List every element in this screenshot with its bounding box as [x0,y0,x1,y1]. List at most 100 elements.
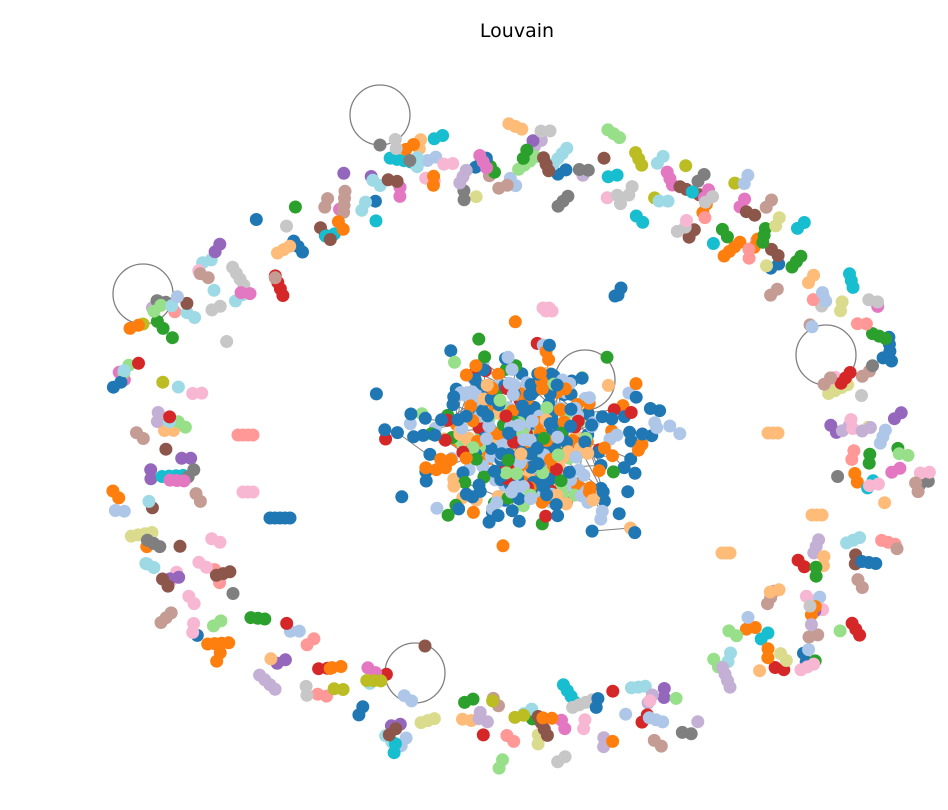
graph-node [318,200,332,214]
graph-node [673,427,687,441]
graph-node [226,260,240,274]
graph-node [180,296,194,310]
graph-node [769,219,783,233]
graph-node [610,428,624,442]
graph-node [108,504,122,517]
graph-node [636,215,650,229]
graph-node [862,293,876,307]
graph-node [271,246,284,260]
graph-node [540,728,554,742]
graph-node [456,466,470,480]
graph-node [514,447,528,461]
graph-node [643,694,657,708]
graph-node [438,433,452,447]
graph-node [447,479,461,493]
graph-node [809,560,823,574]
graph-node [606,449,619,463]
graph-node [815,508,829,522]
graph-node [451,413,465,427]
graph-node [771,426,785,440]
graph-node [403,154,417,167]
graph-node [505,504,519,518]
graph-node [706,237,720,250]
graph-node [331,215,345,229]
graph-node [585,524,599,538]
graph-node [499,409,513,423]
graph-node [806,293,820,307]
graph-node [507,734,521,748]
graph-node [418,639,432,653]
graph-node [802,643,816,657]
graph-node [834,376,848,390]
graph-node [525,414,539,428]
graph-node [446,157,460,170]
graph-node [407,138,420,151]
graph-node [859,317,873,331]
graph-node [491,367,505,381]
graph-node [482,419,496,433]
graph-node [280,219,293,233]
graph-node [730,629,743,643]
graph-node [524,492,538,506]
graph-node [545,304,559,318]
graph-node [753,664,767,678]
graph-node [150,314,164,328]
graph-node [724,646,737,660]
graph-node [481,409,495,423]
graph-node [387,746,401,760]
graph-node [459,487,473,501]
graph-node [577,722,591,736]
graph-node [581,446,595,460]
graph-node [621,485,635,499]
graph-node [476,728,490,742]
graph-node [760,259,773,273]
graph-node [807,546,821,560]
graph-node [855,389,868,402]
graph-node [222,636,236,650]
graph-node [106,380,120,394]
graph-node [600,350,614,364]
graph-node [106,484,120,498]
graph-node [650,156,664,170]
graph-node [427,169,441,183]
graph-node [466,505,480,519]
graph-node [516,399,529,413]
graph-node [368,194,382,208]
graph-node [771,249,785,262]
graph-node [226,587,240,600]
graph-node [246,428,260,442]
graph-node [165,331,179,345]
graph-node [625,180,639,194]
graph-node [311,687,325,701]
graph-node [352,708,366,722]
graph-node [423,447,437,461]
graph-node [510,467,523,481]
graph-node [542,338,556,352]
graph-node [654,739,668,753]
graph-node [484,442,498,455]
graph-node [418,411,432,425]
graph-node [741,168,755,182]
graph-node [556,678,570,692]
graph-node [378,423,392,437]
graph-node [486,694,500,708]
graph-node [153,540,167,554]
graph-node [559,497,573,511]
graph-node [596,485,610,499]
graph-node [207,283,221,297]
graph-node [592,464,606,478]
graph-node [407,430,421,444]
graph-node [847,444,861,458]
graph-node [480,378,494,392]
graph-node [478,350,492,364]
graph-node [312,662,326,676]
graph-node [390,174,404,188]
graph-node [469,190,483,204]
graph-node [147,561,161,574]
graph-node [698,211,712,225]
graph-node [739,205,753,219]
graph-node [501,453,515,467]
graph-node [534,124,548,138]
graph-node [403,417,417,431]
